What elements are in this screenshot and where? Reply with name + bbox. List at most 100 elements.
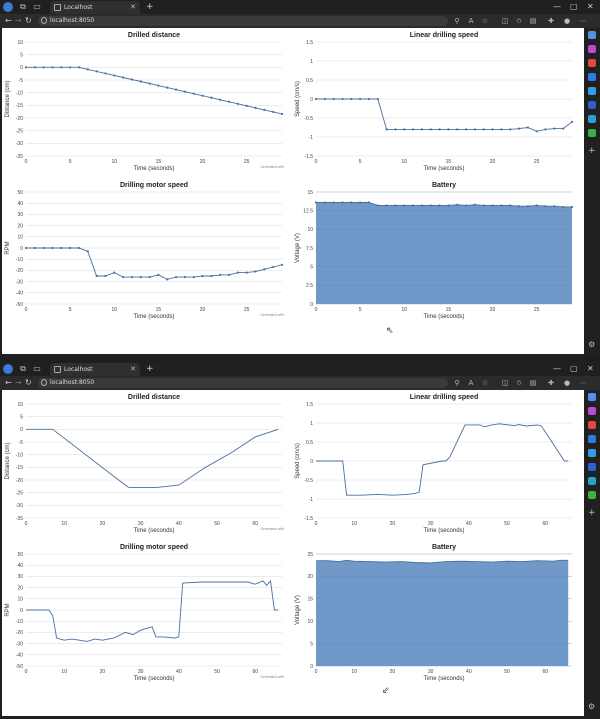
chart-title: Linear drilling speed [410, 32, 478, 39]
favorites-icon[interactable]: ✩ [516, 379, 522, 387]
tab-localhost[interactable]: Localhost ✕ [50, 363, 140, 376]
x-axis-label: Time (seconds) [133, 676, 174, 682]
sidebar-telegram-icon[interactable] [588, 477, 596, 485]
minimize-icon[interactable]: — [553, 2, 561, 11]
x-tick-label: 0 [25, 669, 28, 675]
workspaces-icon[interactable]: ⧉ [20, 364, 26, 373]
data-point [60, 66, 63, 69]
extensions-icon[interactable]: ✚ [548, 379, 554, 387]
sidebar-add-icon[interactable]: + [588, 508, 596, 518]
favorites-icon[interactable]: ✩ [516, 17, 522, 25]
zoom-icon[interactable]: ⚲ [454, 17, 460, 25]
split-screen-icon[interactable]: ◫ [501, 379, 509, 387]
close-tab-icon[interactable]: ✕ [130, 365, 136, 373]
more-menu-icon[interactable]: ⋯ [579, 379, 587, 387]
refresh-icon[interactable]: ↻ [25, 16, 32, 25]
address-bar[interactable]: localhost:8050 [38, 378, 448, 388]
close-window-icon[interactable]: ✕ [587, 364, 594, 373]
y-tick-label: 10 [17, 40, 23, 46]
sidebar-outlook-icon[interactable] [588, 101, 596, 109]
back-icon[interactable]: ← [5, 16, 12, 25]
split-screen-icon[interactable]: ◫ [501, 17, 509, 25]
read-aloud-icon[interactable]: A [468, 17, 474, 25]
sidebar-copilot-icon[interactable] [588, 31, 596, 39]
drilled-distance-chart: Drilled distance 10 5 0 -5 -10 -15 -20 -25 -30 -35… [2, 390, 292, 542]
chart-svg: Linear drilling speed1.510.50-0.5-1-1.50… [295, 394, 572, 534]
maximize-icon[interactable]: ▢ [570, 2, 578, 11]
collections-icon[interactable]: ▤ [529, 17, 537, 25]
data-point [113, 271, 116, 274]
data-point [517, 205, 521, 208]
x-tick-label: 5 [69, 307, 72, 313]
series-line [316, 423, 569, 496]
sidebar-copilot-icon[interactable] [588, 393, 596, 401]
sidebar-drop-icon[interactable] [588, 129, 596, 137]
sidebar-tools-icon[interactable] [588, 59, 596, 67]
sidebar-outlook-icon[interactable] [588, 463, 596, 471]
minimize-icon[interactable]: — [553, 364, 561, 373]
y-tick-label: 40 [17, 563, 23, 569]
x-tick-label: 50 [214, 669, 220, 675]
profile-icon[interactable]: ● [563, 17, 571, 25]
x-tick-label: 30 [428, 669, 434, 675]
y-tick-label: 25 [307, 552, 313, 558]
data-point [482, 204, 485, 207]
sidebar-drop-icon[interactable] [588, 491, 596, 499]
sidebar-office-icon[interactable] [588, 449, 596, 457]
sidebar-search-icon[interactable] [588, 45, 596, 53]
tab-actions-icon[interactable]: ▭ [33, 364, 41, 373]
sidebar-add-icon[interactable]: + [588, 146, 596, 156]
more-menu-icon[interactable]: ⋯ [579, 17, 587, 25]
data-point [219, 98, 222, 101]
battery-chart: Battery 15 12.5 10 7.5 5 2.5 0 0 5 10 15 20 25 Time (s… [292, 178, 582, 328]
tab-actions-icon[interactable]: ▭ [33, 2, 41, 11]
site-info-icon[interactable] [41, 379, 47, 386]
y-tick-label: 5 [310, 264, 313, 270]
y-tick-label: 20 [17, 223, 23, 229]
favorite-star-icon[interactable]: ☆ [481, 17, 489, 25]
data-point [412, 204, 415, 207]
x-tick-label: 25 [244, 307, 250, 313]
sidebar-telegram-icon[interactable] [588, 115, 596, 123]
series-area [316, 202, 572, 304]
close-tab-icon[interactable]: ✕ [130, 3, 136, 11]
profile-icon[interactable]: ● [563, 379, 571, 387]
data-point [139, 80, 142, 83]
zoom-icon[interactable]: ⚲ [454, 379, 460, 387]
y-tick-label: -30 [16, 141, 23, 147]
x-tick-label: 60 [542, 669, 548, 675]
back-icon[interactable]: ← [5, 378, 12, 387]
sidebar-settings-icon[interactable]: ⚙ [588, 340, 596, 349]
workspaces-icon[interactable]: ⧉ [20, 2, 26, 11]
new-tab-button[interactable]: + [146, 2, 154, 12]
chart-title: Drilled distance [128, 32, 180, 39]
favorite-star-icon[interactable]: ☆ [481, 379, 489, 387]
address-bar[interactable]: localhost:8050 [38, 16, 448, 26]
data-point [183, 276, 186, 279]
y-tick-label: -15 [16, 465, 23, 471]
collections-icon[interactable]: ▤ [529, 379, 537, 387]
sidebar-games-icon[interactable] [588, 435, 596, 443]
read-aloud-icon[interactable]: A [468, 379, 474, 387]
site-info-icon[interactable] [41, 17, 47, 24]
sidebar-office-icon[interactable] [588, 87, 596, 95]
maximize-icon[interactable]: ▢ [570, 364, 578, 373]
y-axis-label: Voltage (V) [295, 595, 301, 625]
refresh-icon[interactable]: ↻ [25, 378, 32, 387]
series-line [316, 202, 572, 208]
sidebar-games-icon[interactable] [588, 73, 596, 81]
extensions-icon[interactable]: ✚ [548, 17, 554, 25]
sidebar-search-icon[interactable] [588, 407, 596, 415]
sidebar-tools-icon[interactable] [588, 421, 596, 429]
data-point [42, 246, 45, 250]
close-window-icon[interactable]: ✕ [587, 2, 594, 11]
x-tick-label: 25 [244, 159, 250, 165]
data-point [544, 128, 547, 131]
new-tab-button[interactable]: + [146, 364, 154, 374]
tab-localhost[interactable]: Localhost ✕ [50, 1, 140, 14]
y-axis-label: Voltage (V) [295, 233, 301, 263]
sidebar-settings-icon[interactable]: ⚙ [588, 702, 596, 711]
page-content: Drilled distance 10 5 0 -5 -10 -15 -20 -25 -30 -35… [2, 28, 584, 354]
data-point [376, 97, 379, 101]
mouse-cursor-icon: ⇙ [382, 686, 390, 696]
